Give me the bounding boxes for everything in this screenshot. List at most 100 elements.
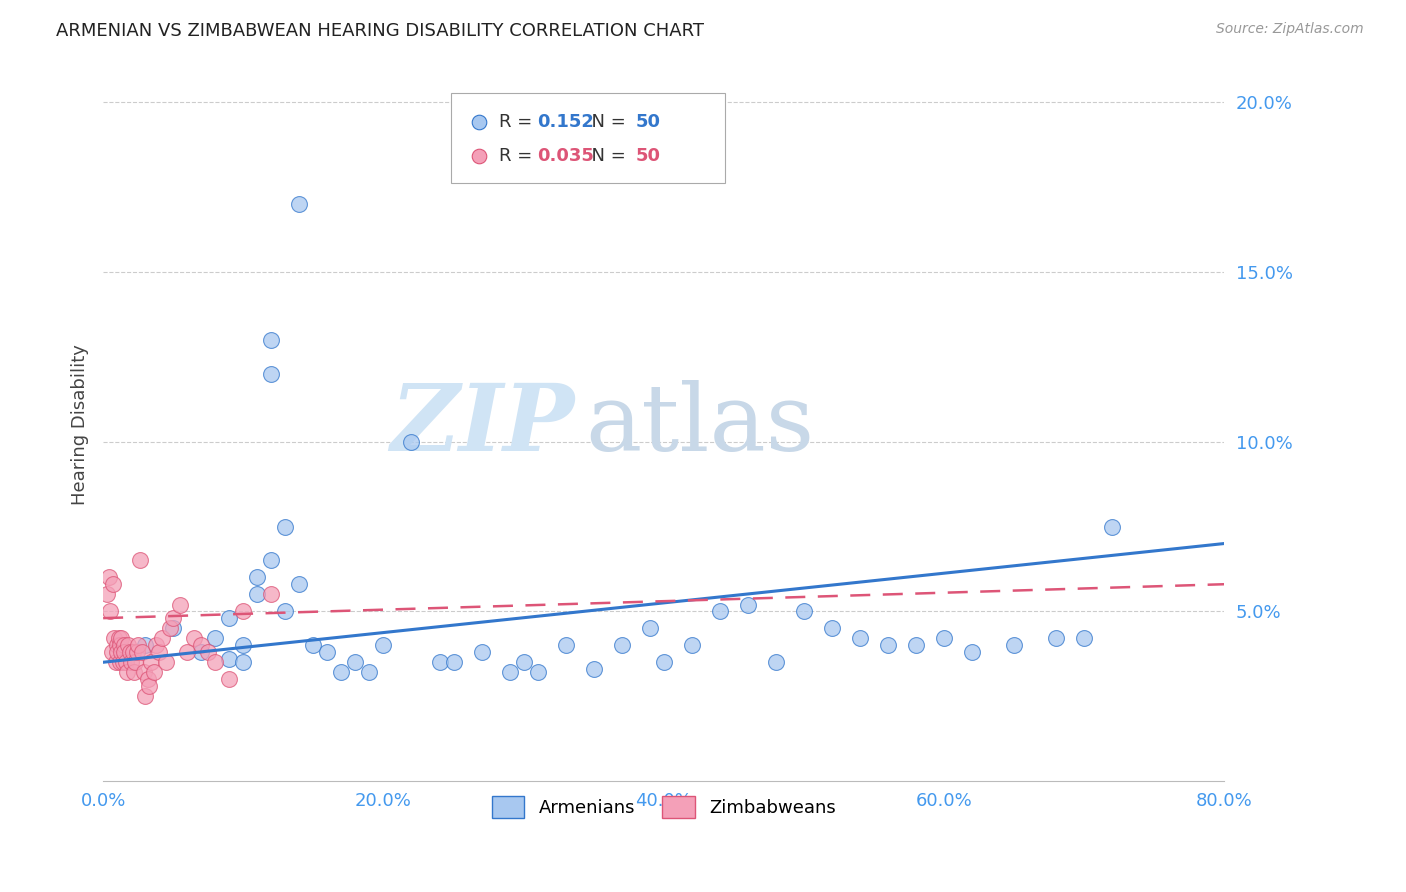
Point [1002, 638, 1025, 652]
Y-axis label: Hearing Disability: Hearing Disability [72, 344, 89, 505]
Point [905, 638, 928, 652]
Point [204, 632, 226, 646]
Point [108, 638, 131, 652]
Point [877, 638, 900, 652]
Text: 0.152: 0.152 [537, 112, 593, 130]
Point [162, 611, 184, 625]
Point [155, 655, 177, 669]
Point [139, 655, 162, 669]
Point [176, 645, 198, 659]
Point [136, 672, 159, 686]
Point [138, 679, 160, 693]
Point [125, 645, 148, 659]
Text: N =: N = [579, 147, 631, 165]
Point [159, 621, 181, 635]
Point [246, 570, 269, 584]
Point [232, 604, 254, 618]
Point [1073, 632, 1095, 646]
Point [429, 655, 451, 669]
Point [204, 655, 226, 669]
Point [232, 655, 254, 669]
Point [148, 645, 170, 659]
Point [793, 604, 815, 618]
Point [134, 689, 156, 703]
Point [652, 655, 675, 669]
Point [134, 638, 156, 652]
Point [288, 577, 311, 591]
Point [218, 611, 240, 625]
Text: 50: 50 [636, 147, 661, 165]
Point [302, 638, 325, 652]
Text: N =: N = [579, 112, 631, 130]
Point [471, 645, 494, 659]
Point [150, 632, 173, 646]
Point [260, 367, 283, 381]
Text: R =: R = [499, 112, 538, 130]
Point [107, 632, 129, 646]
Text: 50: 50 [636, 112, 661, 130]
Point [105, 645, 128, 659]
Point [110, 632, 132, 646]
Text: R =: R = [499, 147, 538, 165]
Point [330, 665, 353, 680]
Point [681, 638, 703, 652]
Point [117, 638, 139, 652]
Point [108, 655, 131, 669]
Text: ZIP: ZIP [389, 380, 574, 470]
Point [498, 665, 520, 680]
Point [131, 645, 153, 659]
Point [96, 587, 118, 601]
Point [120, 655, 142, 669]
Point [115, 665, 138, 680]
Point [260, 333, 283, 347]
Point [765, 655, 787, 669]
Point [104, 655, 127, 669]
Point [197, 645, 219, 659]
Point [960, 645, 983, 659]
Text: 0.035: 0.035 [537, 147, 593, 165]
Point [122, 665, 145, 680]
Point [183, 632, 205, 646]
Point [218, 652, 240, 666]
Point [132, 665, 155, 680]
Point [112, 645, 135, 659]
Point [260, 553, 283, 567]
Point [124, 655, 146, 669]
Point [114, 655, 136, 669]
Point [1045, 632, 1067, 646]
Point [260, 587, 283, 601]
Point [121, 645, 143, 659]
Point [274, 519, 297, 533]
Point [112, 638, 135, 652]
Point [344, 655, 367, 669]
Point [582, 662, 605, 676]
Point [373, 638, 395, 652]
Point [190, 638, 212, 652]
Point [709, 604, 731, 618]
Point [98, 604, 121, 618]
Point [288, 197, 311, 211]
Point [110, 645, 132, 659]
Point [127, 638, 149, 652]
Text: Source: ZipAtlas.com: Source: ZipAtlas.com [1216, 22, 1364, 37]
Point [169, 598, 191, 612]
FancyBboxPatch shape [451, 94, 725, 183]
Point [610, 638, 633, 652]
Point [359, 665, 381, 680]
Point [142, 665, 165, 680]
Point [128, 553, 150, 567]
Point [246, 587, 269, 601]
Point [512, 655, 534, 669]
Point [118, 645, 141, 659]
Point [190, 645, 212, 659]
Point [638, 621, 661, 635]
Point [316, 645, 339, 659]
Point [526, 665, 548, 680]
Point [100, 645, 122, 659]
Point [554, 638, 576, 652]
Point [97, 570, 120, 584]
Point [103, 632, 125, 646]
Point [232, 638, 254, 652]
Legend: Armenians, Zimbabweans: Armenians, Zimbabweans [485, 789, 844, 825]
Point [934, 632, 956, 646]
